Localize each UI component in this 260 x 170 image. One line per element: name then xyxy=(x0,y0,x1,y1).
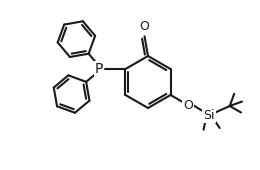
Text: O: O xyxy=(140,20,149,33)
Text: P: P xyxy=(95,62,103,76)
Text: O: O xyxy=(183,98,193,112)
Text: Si: Si xyxy=(203,108,215,122)
